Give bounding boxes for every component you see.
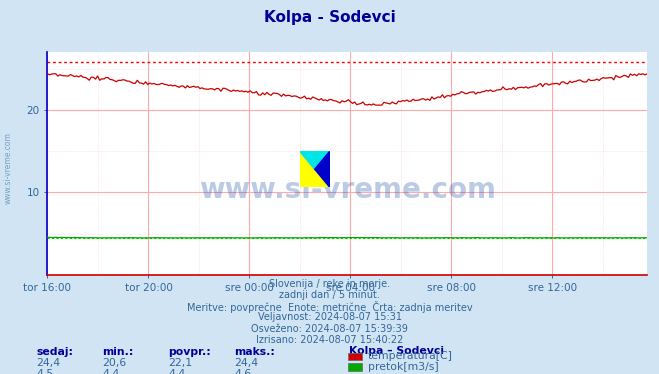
Text: Kolpa – Sodevci: Kolpa – Sodevci	[349, 346, 444, 356]
Text: 4,4: 4,4	[102, 369, 119, 374]
Text: sedaj:: sedaj:	[36, 347, 73, 357]
Text: Kolpa - Sodevci: Kolpa - Sodevci	[264, 10, 395, 25]
Text: Osveženo: 2024-08-07 15:39:39: Osveženo: 2024-08-07 15:39:39	[251, 324, 408, 334]
Text: www.si-vreme.com: www.si-vreme.com	[199, 176, 496, 204]
Text: 4,6: 4,6	[234, 369, 251, 374]
Text: Slovenija / reke in morje.: Slovenija / reke in morje.	[269, 279, 390, 289]
Polygon shape	[315, 151, 330, 187]
Text: Veljavnost: 2024-08-07 15:31: Veljavnost: 2024-08-07 15:31	[258, 312, 401, 322]
Text: Izrisano: 2024-08-07 15:40:22: Izrisano: 2024-08-07 15:40:22	[256, 335, 403, 345]
Text: 4,5: 4,5	[36, 369, 53, 374]
Text: min.:: min.:	[102, 347, 134, 357]
Text: 24,4: 24,4	[36, 358, 61, 368]
Text: 22,1: 22,1	[168, 358, 192, 368]
Text: pretok[m3/s]: pretok[m3/s]	[368, 362, 438, 372]
Text: 4,4: 4,4	[168, 369, 185, 374]
Text: 20,6: 20,6	[102, 358, 127, 368]
Polygon shape	[300, 151, 330, 187]
Text: 24,4: 24,4	[234, 358, 258, 368]
Text: temperatura[C]: temperatura[C]	[368, 352, 453, 361]
Text: Meritve: povprečne  Enote: metrične  Črta: zadnja meritev: Meritve: povprečne Enote: metrične Črta:…	[186, 301, 473, 313]
Text: povpr.:: povpr.:	[168, 347, 211, 357]
Text: zadnji dan / 5 minut.: zadnji dan / 5 minut.	[279, 290, 380, 300]
Text: www.si-vreme.com: www.si-vreme.com	[4, 132, 13, 204]
Text: maks.:: maks.:	[234, 347, 275, 357]
Polygon shape	[300, 151, 330, 169]
